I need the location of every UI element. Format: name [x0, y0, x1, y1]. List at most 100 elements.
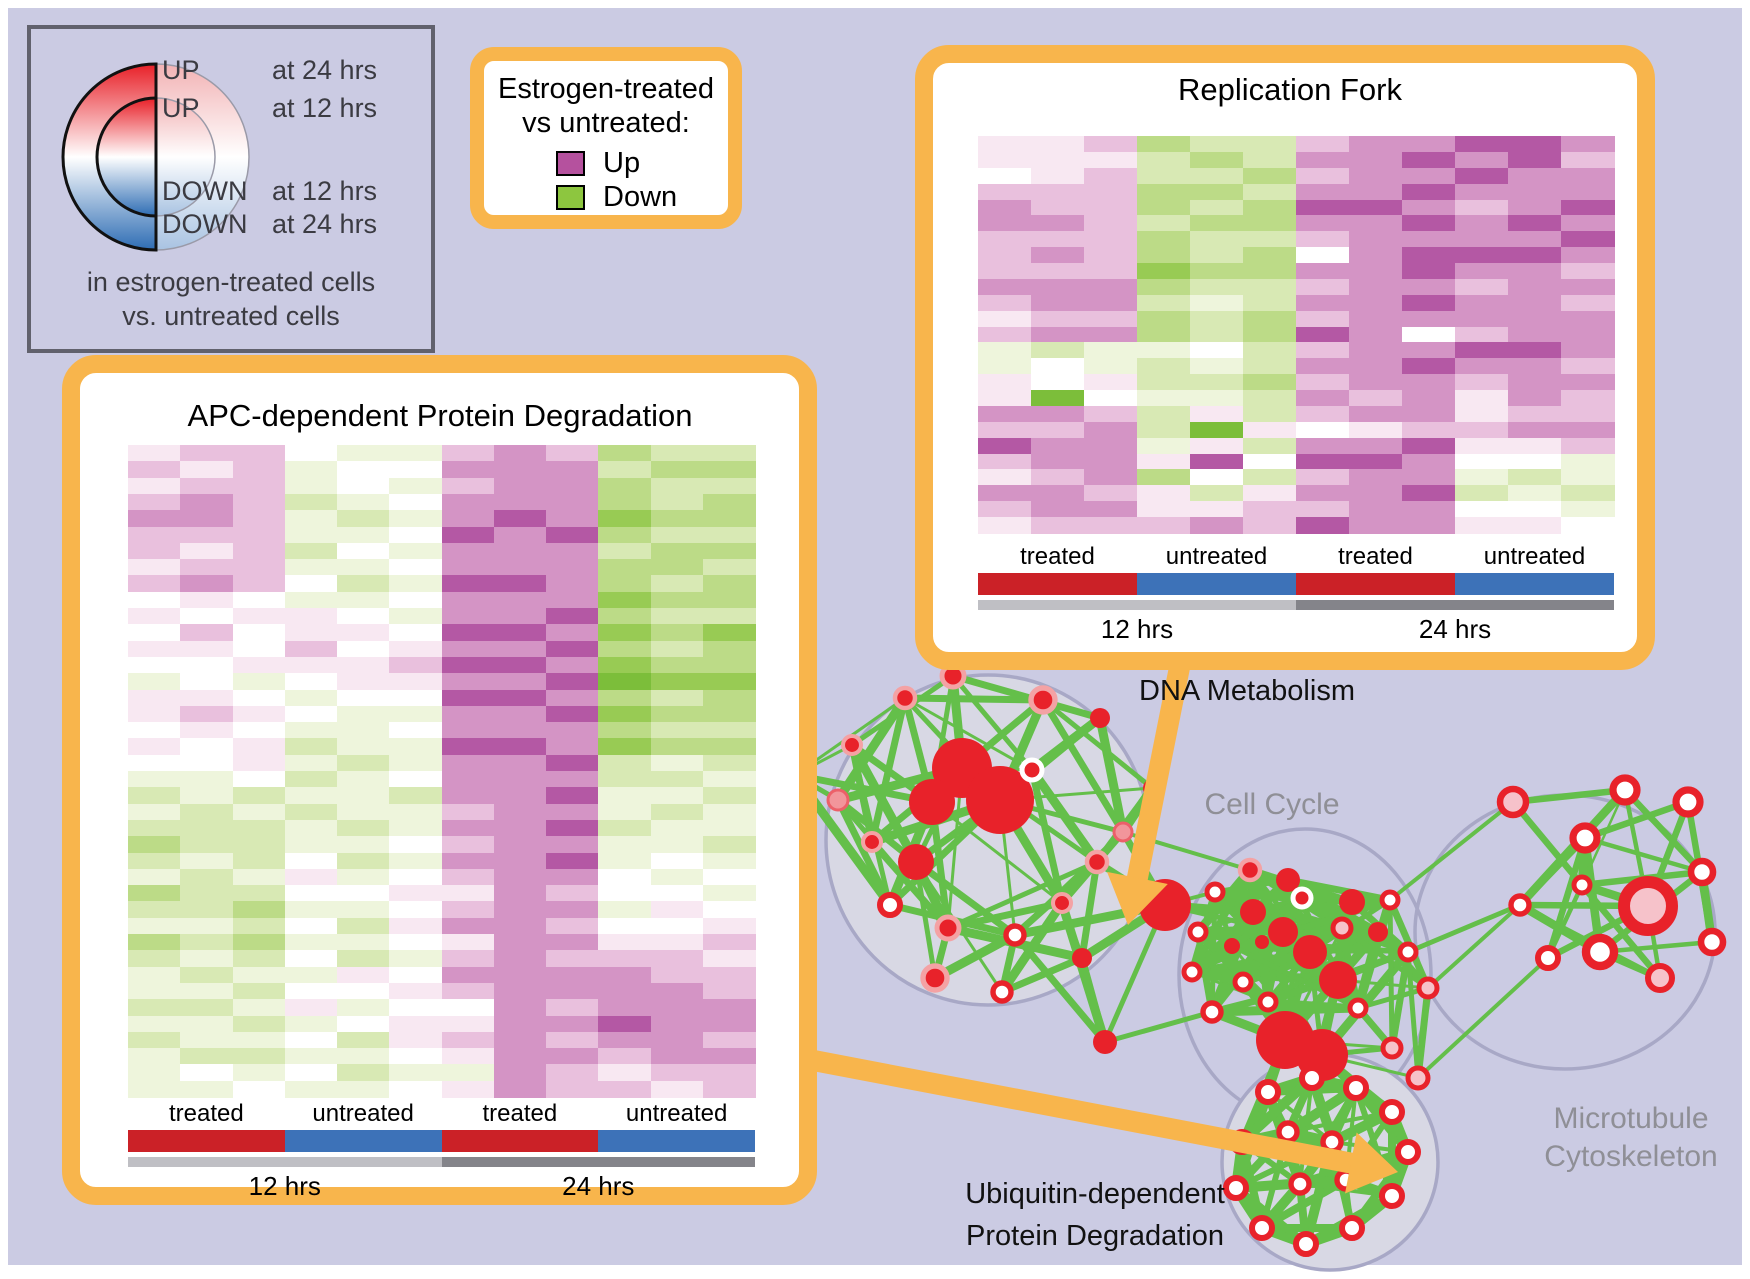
up-swatch — [556, 151, 585, 176]
heatmap-cell — [546, 819, 599, 837]
heatmap-cell — [337, 608, 390, 625]
heatmap-cell — [180, 656, 234, 674]
heatmap-cell — [493, 803, 547, 821]
heatmap-cell — [389, 542, 443, 560]
heatmap-cell — [1349, 485, 1403, 502]
heatmap-cell — [1190, 294, 1244, 312]
heatmap-cell — [1031, 263, 1085, 280]
heatmap-cell — [389, 787, 443, 805]
heatmap-cell — [1402, 421, 1456, 439]
heatmap-cell — [1508, 437, 1562, 455]
heatmap-cell — [337, 885, 390, 903]
heatmap-cell — [337, 445, 390, 462]
network-node-donut — [1672, 786, 1704, 818]
heatmap-cell — [128, 1015, 181, 1033]
heatmap-cell — [180, 722, 234, 740]
heatmap-cell — [1455, 294, 1509, 312]
heatmap-cell — [598, 738, 652, 756]
heatmap-cell — [389, 689, 443, 707]
heatmap-cell — [702, 771, 756, 788]
heatmap-cell — [702, 1064, 756, 1082]
heatmap-cell — [1137, 453, 1191, 471]
heatmap-cell — [1190, 374, 1244, 391]
network-edge — [952, 672, 1101, 722]
heatmap-cell — [1084, 310, 1138, 328]
heatmap-cell — [978, 501, 1032, 518]
heatmap-cell — [1402, 405, 1456, 423]
heatmap-cell — [1402, 374, 1456, 391]
heatmap-cell — [702, 722, 756, 740]
heatmap-cell — [337, 493, 390, 511]
heatmap-cell — [1508, 342, 1562, 360]
heatmap-cell — [1190, 183, 1244, 201]
heatmap-cell — [1243, 294, 1297, 312]
heatmap-cell — [978, 167, 1032, 185]
heatmap-cell — [1349, 421, 1403, 439]
heatmap-cell — [702, 950, 756, 968]
treatment-color-bar — [1137, 573, 1296, 595]
heatmap-cell — [650, 754, 704, 772]
heatmap-cell — [1084, 421, 1138, 439]
heatmap-cell — [284, 624, 338, 642]
heatmap-cell — [598, 754, 652, 772]
heatmap-cell — [1296, 151, 1350, 169]
heatmap-cell — [232, 917, 286, 935]
heatmap-cell — [389, 966, 443, 984]
time-gray-bar — [978, 600, 1296, 610]
heatmap-cell — [1137, 517, 1191, 534]
heatmap-cell — [441, 608, 495, 625]
network-node-solid — [1090, 708, 1110, 728]
heatmap-cell — [1455, 405, 1509, 423]
treatment-color-bar — [128, 1130, 285, 1152]
heatmap-cell — [1190, 136, 1244, 153]
heatmap-cell — [232, 673, 286, 691]
heatmap-cell — [284, 689, 338, 707]
heatmap-cell — [284, 771, 338, 788]
heatmap-cell — [650, 868, 704, 886]
network-edge — [1230, 895, 1304, 949]
heatmap-cell — [650, 1031, 704, 1049]
heatmap-cell — [650, 608, 704, 625]
heatmap-cell — [1455, 151, 1509, 169]
network-node-donut — [1181, 961, 1203, 983]
heatmap-cell — [1137, 167, 1191, 185]
heatmap-cell — [546, 461, 599, 479]
heatmap-cell — [1561, 183, 1615, 201]
heatmap-cell — [1296, 390, 1350, 407]
heatmap-cell — [1031, 231, 1085, 248]
heatmap-cell — [546, 689, 599, 707]
heatmap-cell — [650, 836, 704, 854]
network-node-rim — [934, 914, 962, 942]
heatmap-cell — [232, 624, 286, 642]
heatmap-cell — [650, 673, 704, 691]
heatmap-cell — [1296, 453, 1350, 471]
network-node-donut — [1249, 1215, 1275, 1241]
network-edge — [1266, 1090, 1334, 1144]
heatmap-cell — [389, 999, 443, 1017]
heatmap-cell — [650, 917, 704, 935]
heatmap-cell — [598, 836, 652, 854]
heatmap-cell — [1084, 374, 1138, 391]
heatmap-cell — [232, 689, 286, 707]
heatmap-cell — [1455, 390, 1509, 407]
heatmap-cell — [1190, 405, 1244, 423]
heatmap-cell — [702, 852, 756, 870]
heatmap-cell — [441, 885, 495, 903]
heatmap-cell — [441, 868, 495, 886]
heatmap-cell — [546, 591, 599, 609]
heatmap-cell — [650, 689, 704, 707]
heatmap-cell — [1402, 199, 1456, 217]
heatmap-cell — [546, 705, 599, 723]
heatmap-cell — [650, 461, 704, 479]
heatmap-cell — [978, 437, 1032, 455]
network-node-rim — [1084, 849, 1110, 875]
heatmap-cell — [441, 477, 495, 495]
heatmap-cell — [1031, 517, 1085, 534]
heatmap-cell — [128, 836, 181, 854]
heatmap-cell — [180, 689, 234, 707]
network-node-donut — [1232, 971, 1254, 993]
heatmap-cell — [389, 1015, 443, 1033]
heatmap-cell — [1137, 183, 1191, 201]
heatmap-cell — [389, 950, 443, 968]
heatmap-cell — [441, 722, 495, 740]
